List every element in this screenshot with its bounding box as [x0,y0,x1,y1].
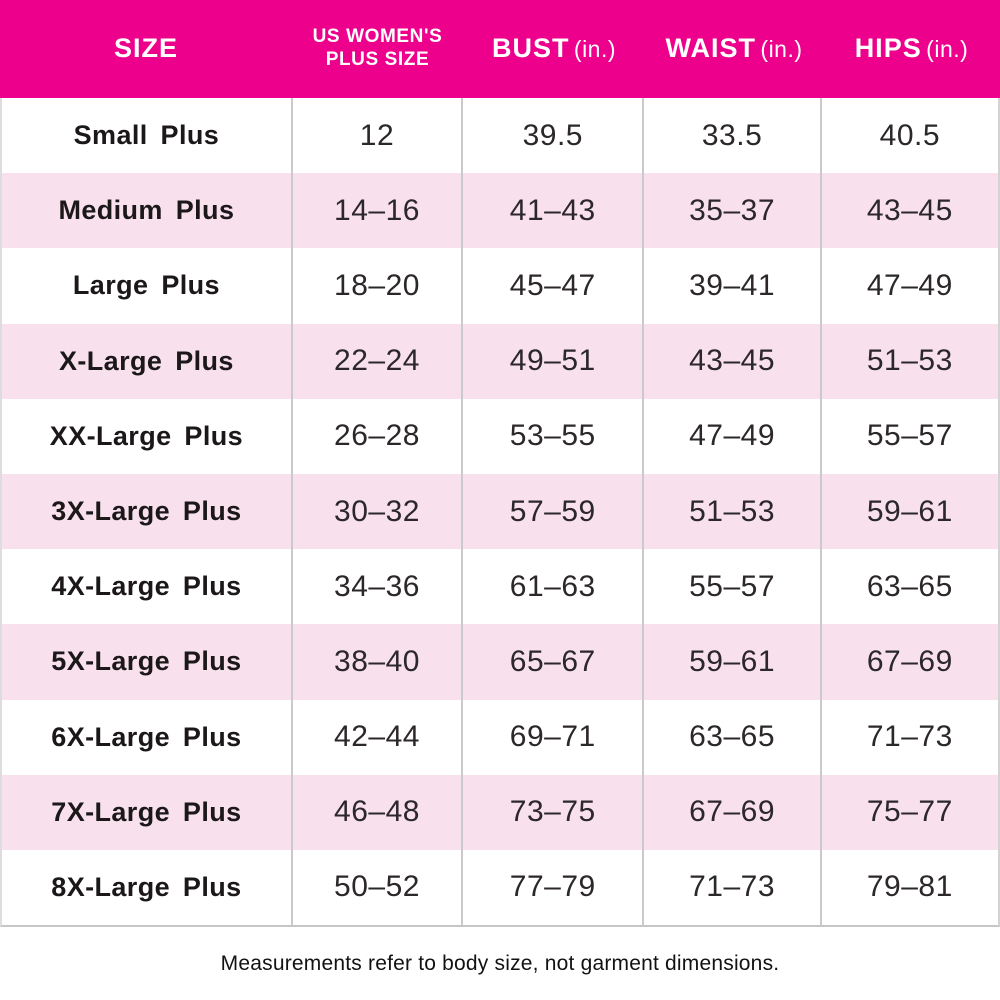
waist-value: 63–65 [644,699,822,775]
us-plus-size-value: 14–16 [293,173,464,249]
size-label: X-Large Plus [2,323,293,399]
waist-value: 39–41 [644,248,822,324]
waist-value: 43–45 [644,323,822,399]
hips-value: 55–57 [866,419,953,453]
table-row: 3X-Large Plus 30–32 57–59 51–53 59–61 [2,473,998,550]
bust-value: 53–55 [463,398,645,474]
column-header-hips-unit: (in.) [926,36,969,63]
column-header-waist: WAIST (in.) [645,33,823,64]
table-row: XX-Large Plus 26–28 53–55 47–49 55–57 [2,398,998,474]
size-label: 5X-Large Plus [2,624,293,700]
footnote: Measurements refer to body size, not gar… [220,951,780,975]
table-row: 5X-Large Plus 38–40 65–67 59–61 67–69 [2,624,998,700]
hips-value: 79–81 [866,870,953,904]
waist-value: 67–69 [644,774,822,850]
hips-value: 75–77 [866,795,953,829]
hips-value: 51–53 [866,344,953,378]
waist-value: 33.5 [644,98,822,174]
column-header-hips-label: HIPS [854,33,922,64]
table-header-row: SIZE US WOMEN'S PLUS SIZE BUST (in.) WAI… [0,0,1000,98]
table-body: Small Plus 12 39.5 33.5 40.5 Medium Plus 14–16… [0,98,1000,927]
column-header-waist-label: WAIST [665,33,756,64]
size-label: Small Plus [2,98,293,174]
footnote-area: Measurements refer to body size, not gar… [0,927,1000,1000]
column-header-us-plus-size-line1: US WOMEN'S [312,26,443,48]
bust-value: 45–47 [463,248,645,324]
bust-value: 49–51 [463,323,645,399]
bust-value: 65–67 [463,624,645,700]
hips-value: 63–65 [866,569,953,603]
size-label: Medium Plus [2,173,293,249]
table-row: Small Plus 12 39.5 33.5 40.5 [2,98,998,174]
waist-value: 51–53 [644,473,822,550]
waist-value: 71–73 [644,849,822,926]
waist-value: 47–49 [644,398,822,474]
size-label: 8X-Large Plus [2,849,293,926]
column-header-bust-label: BUST [491,33,570,64]
column-header-bust: BUST (in.) [463,33,645,64]
size-label: 4X-Large Plus [2,549,293,625]
us-plus-size-value: 34–36 [293,549,464,625]
column-header-us-plus-size: US WOMEN'S PLUS SIZE [292,26,463,72]
bust-value: 69–71 [463,699,645,775]
table-row: 4X-Large Plus 34–36 61–63 55–57 63–65 [2,549,998,625]
hips-value: 47–49 [866,268,953,302]
table-row: X-Large Plus 22–24 49–51 43–45 51–53 [2,323,998,399]
waist-value: 59–61 [644,624,822,700]
size-label: 7X-Large Plus [2,774,293,850]
table-row: Large Plus 18–20 45–47 39–41 47–49 [2,248,998,324]
hips-value: 67–69 [866,644,953,678]
us-plus-size-value: 46–48 [293,774,464,850]
bust-value: 39.5 [463,98,645,174]
table-row: 6X-Large Plus 42–44 69–71 63–65 71–73 [2,699,998,775]
hips-value: 43–45 [866,193,953,227]
us-plus-size-value: 12 [293,98,464,174]
bust-value: 77–79 [463,849,645,926]
column-header-hips: HIPS (in.) [823,33,1000,64]
column-header-waist-unit: (in.) [760,36,803,63]
us-plus-size-value: 22–24 [293,323,464,399]
hips-value: 59–61 [866,494,953,528]
hips-value: 40.5 [879,118,941,152]
column-header-bust-unit: (in.) [573,36,617,63]
bust-value: 73–75 [463,774,645,850]
waist-value: 35–37 [644,173,822,249]
us-plus-size-value: 18–20 [293,248,464,324]
table-row: 7X-Large Plus 46–48 73–75 67–69 75–77 [2,774,998,850]
table-row: Medium Plus 14–16 41–43 35–37 43–45 [2,173,998,249]
column-header-us-plus-size-line2: PLUS SIZE [325,49,430,70]
us-plus-size-value: 26–28 [293,398,464,474]
bust-value: 61–63 [463,549,645,625]
us-plus-size-value: 30–32 [293,473,464,550]
bust-value: 57–59 [463,473,645,550]
column-header-size-label: SIZE [113,33,178,64]
us-plus-size-value: 50–52 [293,849,464,926]
column-header-size: SIZE [0,33,292,64]
size-label: Large Plus [2,248,293,324]
size-label: 6X-Large Plus [2,699,293,775]
us-plus-size-value: 38–40 [293,624,464,700]
table-row: 8X-Large Plus 50–52 77–79 71–73 79–81 [2,849,998,926]
bust-value: 41–43 [463,173,645,249]
us-plus-size-value: 42–44 [293,699,464,775]
hips-value: 71–73 [866,720,953,754]
waist-value: 55–57 [644,549,822,625]
size-label: XX-Large Plus [2,398,293,474]
size-label: 3X-Large Plus [2,473,293,550]
